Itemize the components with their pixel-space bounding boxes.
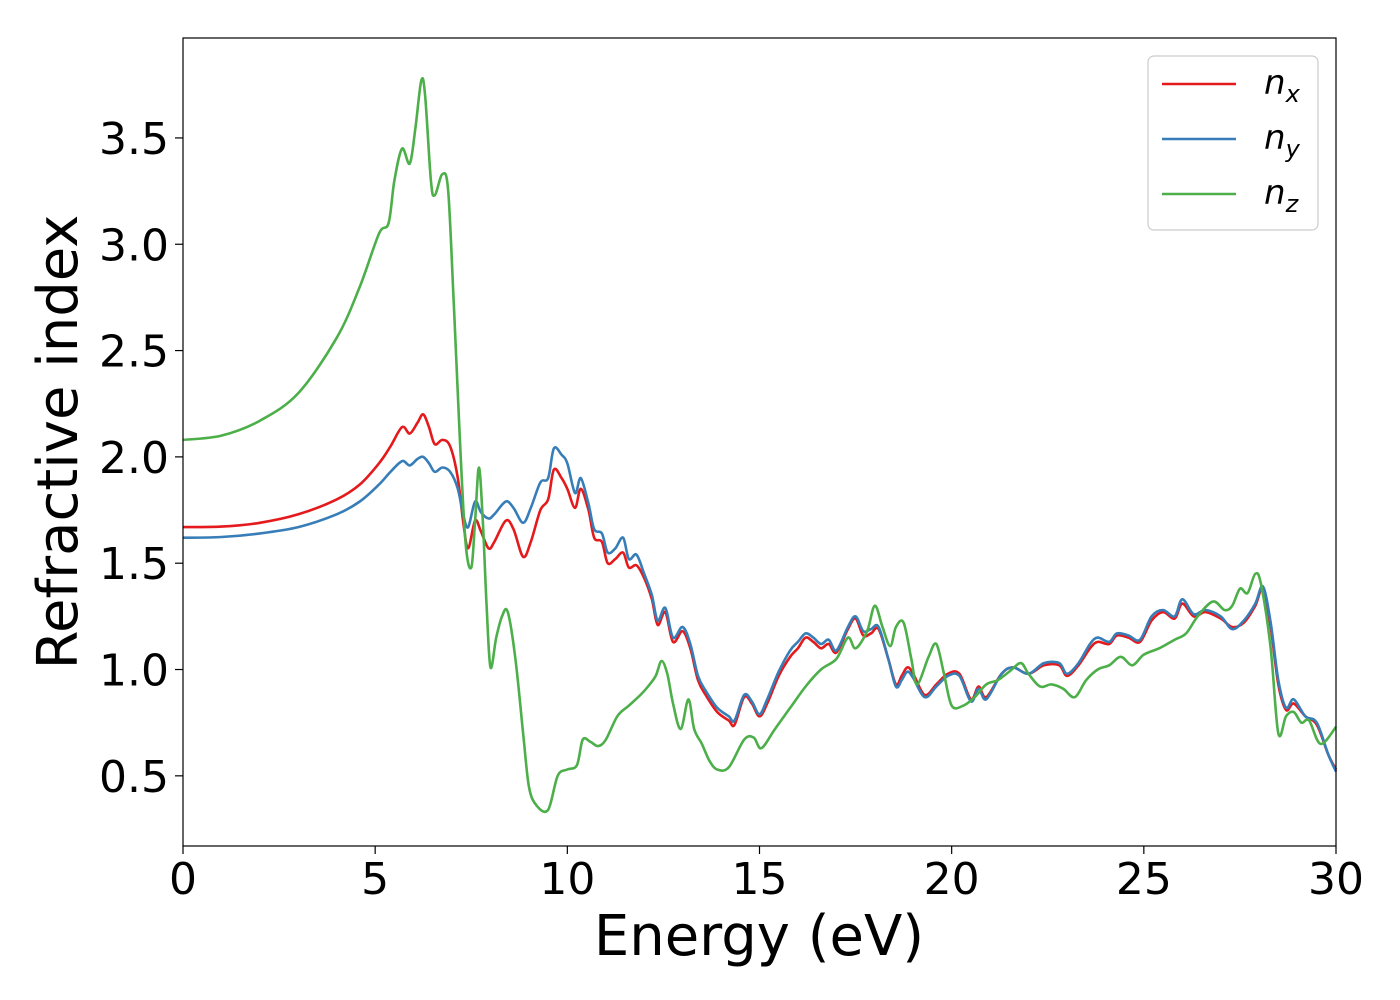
- x-tick-label: 25: [1116, 854, 1172, 905]
- y-tick-label: 2.0: [99, 433, 169, 484]
- legend-frame: [1147, 55, 1319, 231]
- y-tick-label: 1.0: [99, 646, 169, 697]
- legend-label-n-z: nz: [1264, 173, 1300, 218]
- series-line-n-x: [182, 413, 1338, 771]
- series-line-n-y: [182, 446, 1338, 773]
- x-tick-label: 0: [169, 854, 197, 905]
- y-tick-label: 1.5: [99, 539, 169, 590]
- y-tick-label: 3.0: [99, 220, 169, 271]
- x-axis-ticks: 0 5 10 15 20 25 30: [169, 846, 1364, 905]
- x-axis-label: Energy (eV): [594, 904, 924, 969]
- y-axis-label: Refractive index: [26, 215, 91, 670]
- series-line-n-z: [182, 76, 1338, 814]
- x-tick-label: 20: [924, 854, 980, 905]
- y-tick-label: 3.5: [99, 114, 169, 165]
- y-tick-label: 0.5: [99, 752, 169, 803]
- x-tick-label: 5: [361, 854, 389, 905]
- x-tick-label: 15: [732, 854, 788, 905]
- x-tick-label: 30: [1308, 854, 1364, 905]
- series-layer: [182, 76, 1338, 814]
- x-tick-label: 10: [539, 854, 595, 905]
- y-axis-ticks: 0.5 1.0 1.5 2.0 2.5 3.0 3.5: [99, 114, 183, 803]
- y-tick-label: 2.5: [99, 327, 169, 378]
